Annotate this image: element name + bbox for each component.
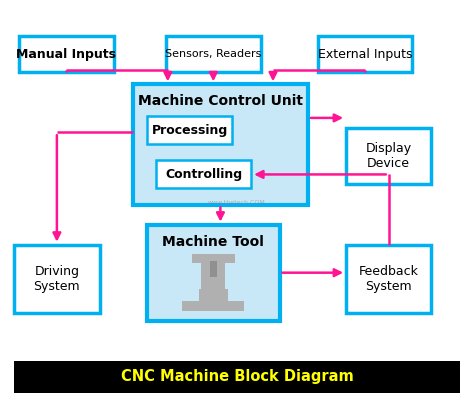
- FancyBboxPatch shape: [166, 36, 261, 72]
- Text: www.thetech.COM: www.thetech.COM: [208, 200, 266, 205]
- FancyBboxPatch shape: [210, 261, 217, 277]
- Text: Driving
System: Driving System: [34, 265, 80, 293]
- FancyBboxPatch shape: [133, 84, 308, 205]
- FancyBboxPatch shape: [19, 36, 114, 72]
- FancyBboxPatch shape: [156, 160, 251, 188]
- FancyBboxPatch shape: [346, 245, 431, 313]
- Text: Machine Tool: Machine Tool: [163, 235, 264, 249]
- Text: CNC Machine Block Diagram: CNC Machine Block Diagram: [120, 369, 354, 385]
- FancyBboxPatch shape: [318, 36, 412, 72]
- FancyBboxPatch shape: [346, 128, 431, 184]
- Text: Display
Device: Display Device: [365, 142, 412, 170]
- FancyBboxPatch shape: [199, 289, 228, 301]
- FancyBboxPatch shape: [192, 254, 235, 263]
- Text: Machine Control Unit: Machine Control Unit: [138, 94, 303, 108]
- Text: Controlling: Controlling: [165, 168, 242, 181]
- FancyBboxPatch shape: [14, 245, 100, 313]
- FancyBboxPatch shape: [147, 225, 280, 321]
- FancyBboxPatch shape: [201, 263, 225, 289]
- Text: Sensors, Readers: Sensors, Readers: [165, 49, 262, 59]
- Text: Processing: Processing: [152, 124, 228, 137]
- Text: Manual Inputs: Manual Inputs: [17, 48, 116, 61]
- Text: External Inputs: External Inputs: [318, 48, 412, 61]
- FancyBboxPatch shape: [182, 301, 244, 311]
- Text: Feedback
System: Feedback System: [359, 265, 419, 293]
- FancyBboxPatch shape: [147, 116, 232, 144]
- FancyBboxPatch shape: [14, 361, 460, 393]
